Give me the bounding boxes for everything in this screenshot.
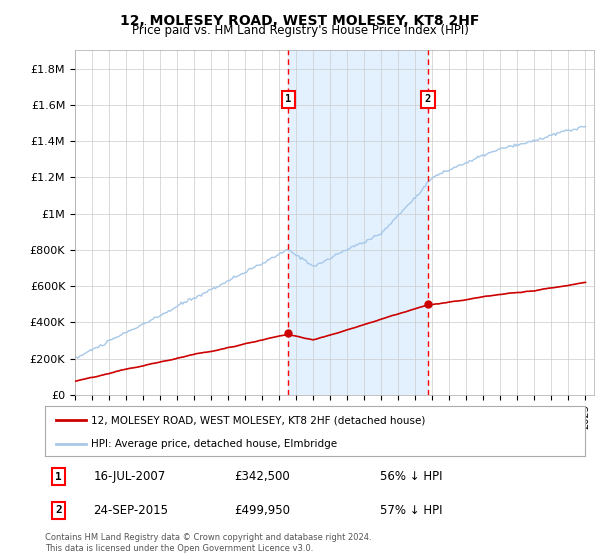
Text: Price paid vs. HM Land Registry's House Price Index (HPI): Price paid vs. HM Land Registry's House … [131, 24, 469, 37]
Text: 12, MOLESEY ROAD, WEST MOLESEY, KT8 2HF (detached house): 12, MOLESEY ROAD, WEST MOLESEY, KT8 2HF … [91, 415, 425, 425]
Text: 12, MOLESEY ROAD, WEST MOLESEY, KT8 2HF: 12, MOLESEY ROAD, WEST MOLESEY, KT8 2HF [121, 14, 479, 28]
Text: HPI: Average price, detached house, Elmbridge: HPI: Average price, detached house, Elmb… [91, 439, 337, 449]
Text: £342,500: £342,500 [234, 470, 290, 483]
Text: £499,950: £499,950 [234, 504, 290, 517]
Text: 1: 1 [285, 94, 292, 104]
Text: 24-SEP-2015: 24-SEP-2015 [94, 504, 169, 517]
Text: Contains HM Land Registry data © Crown copyright and database right 2024.
This d: Contains HM Land Registry data © Crown c… [45, 533, 371, 553]
Text: 16-JUL-2007: 16-JUL-2007 [94, 470, 166, 483]
Bar [289, 50, 428, 395]
Text: 2: 2 [425, 94, 431, 104]
Text: 2: 2 [55, 505, 62, 515]
Text: 1: 1 [55, 472, 62, 482]
Text: 57% ↓ HPI: 57% ↓ HPI [380, 504, 442, 517]
Text: 56% ↓ HPI: 56% ↓ HPI [380, 470, 442, 483]
